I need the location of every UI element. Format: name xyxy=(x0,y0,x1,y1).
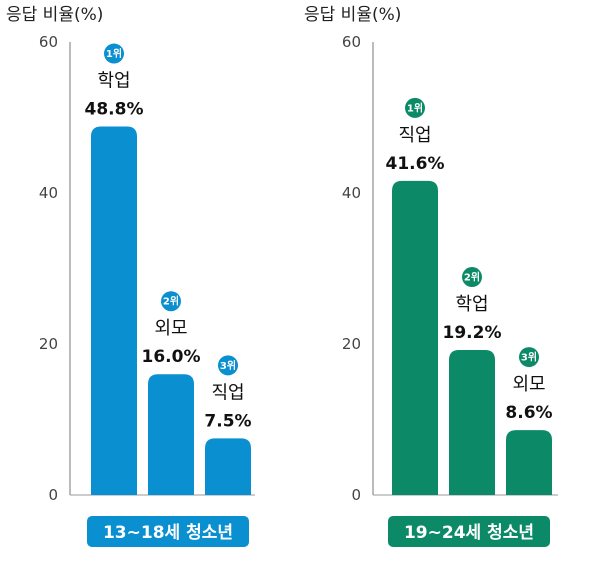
rank-badge xyxy=(519,347,539,368)
rank-badge-label: 2위 xyxy=(464,271,480,284)
group-label: 19~24세 청소년 xyxy=(404,522,534,543)
chart-panel-13-18: 응답 비율(%) 0 20 40 60 48.8% 학업 1위 16.0% 외모 2위 7.5% 직업… xyxy=(6,5,255,547)
group-label: 13~18세 청소년 xyxy=(103,522,233,543)
y-tick-label: 60 xyxy=(342,33,361,51)
group-label-pill xyxy=(87,516,249,547)
bar-category-label: 외모 xyxy=(512,374,545,395)
bar-category-label: 학업 xyxy=(97,71,130,92)
bar-직업 xyxy=(392,180,438,496)
bar-value-label: 8.6% xyxy=(505,403,552,423)
bar-value-label: 16.0% xyxy=(142,347,201,367)
bar-외모 xyxy=(506,430,552,495)
bar-학업 xyxy=(91,126,137,495)
bar-학업 xyxy=(449,350,495,495)
y-tick-label: 20 xyxy=(39,335,58,353)
bar-category-label: 직업 xyxy=(398,125,431,146)
y-tick-label: 40 xyxy=(39,184,58,202)
bar-category-label: 외모 xyxy=(154,318,187,339)
bar-value-label: 7.5% xyxy=(204,411,251,431)
rank-badge xyxy=(462,267,482,288)
bar-직업 xyxy=(205,438,251,495)
bar-value-label: 48.8% xyxy=(85,100,144,120)
bar-category-label: 직업 xyxy=(211,382,244,403)
bar-value-label: 41.6% xyxy=(386,154,445,174)
bar-외모 xyxy=(148,374,194,495)
y-tick-label: 60 xyxy=(39,33,58,51)
y-tick-label: 40 xyxy=(342,184,361,202)
bar-category-label: 학업 xyxy=(455,294,488,315)
chart-panel-19-24: 응답 비율(%) 0 20 40 60 41.6% 직업 1위 19.2% 학업 2위 8.6% 외모… xyxy=(304,5,558,547)
rank-badge xyxy=(405,97,425,118)
y-tick-label: 0 xyxy=(48,486,58,504)
y-axis-title: 응답 비율(%) xyxy=(304,5,401,25)
rank-badge-label: 3위 xyxy=(521,351,537,364)
rank-badge xyxy=(218,355,238,376)
rank-badge-label: 2위 xyxy=(163,295,179,308)
y-tick-label: 20 xyxy=(342,335,361,353)
rank-badge xyxy=(161,291,181,312)
bar-value-label: 19.2% xyxy=(443,323,502,343)
rank-badge-label: 1위 xyxy=(407,101,423,114)
group-label-pill xyxy=(388,516,550,547)
rank-badge-label: 3위 xyxy=(220,359,236,372)
y-tick-label: 0 xyxy=(351,486,361,504)
rank-badge xyxy=(104,43,124,64)
y-axis-title: 응답 비율(%) xyxy=(6,5,103,25)
rank-badge-label: 1위 xyxy=(106,47,122,60)
